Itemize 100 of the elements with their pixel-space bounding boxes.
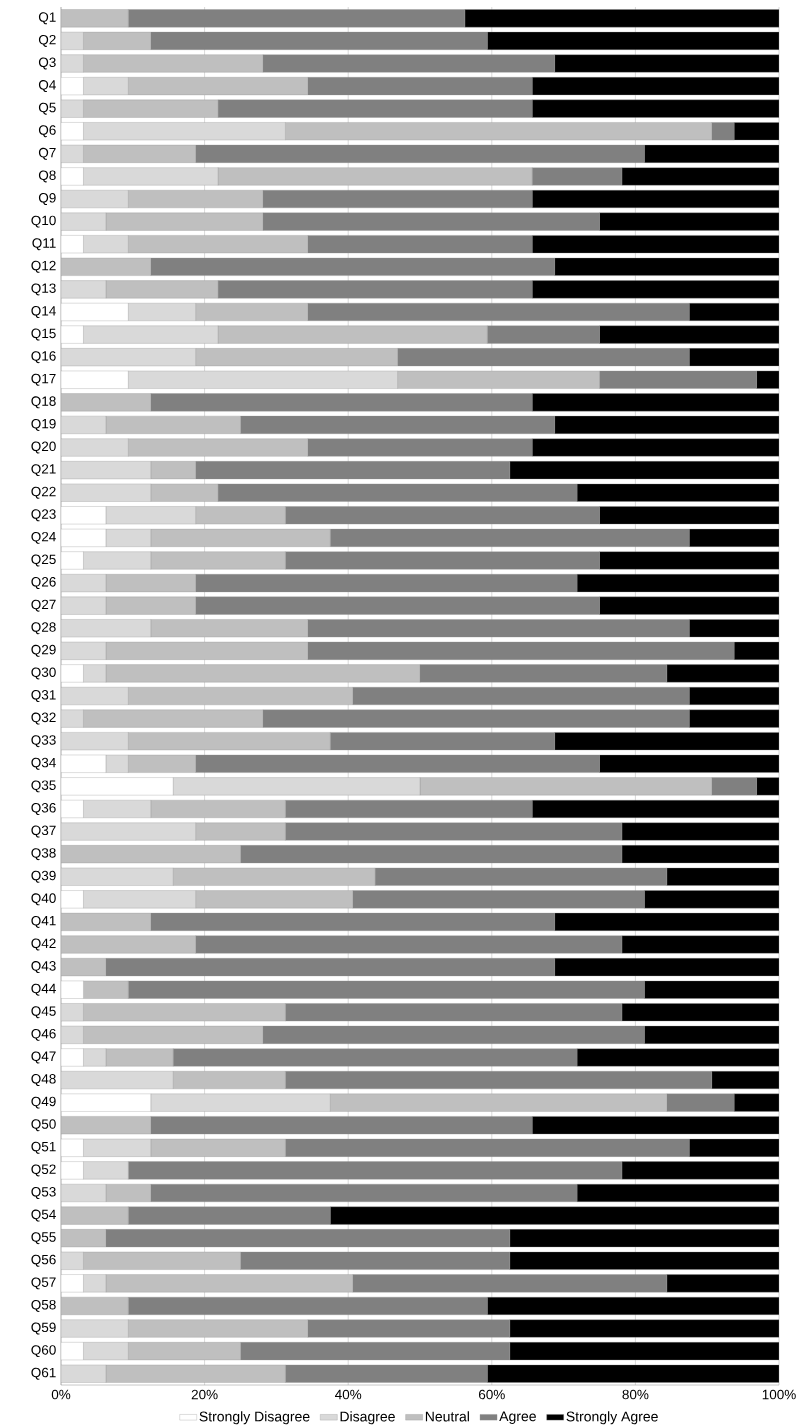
bar (128, 235, 308, 254)
y-tick-label: Q35 (31, 780, 56, 793)
bar (83, 664, 107, 683)
bar (150, 528, 331, 547)
y-tick-label: Q59 (31, 1322, 56, 1335)
y-tick-label: Q40 (31, 893, 56, 906)
bar (105, 1274, 353, 1293)
bar (105, 280, 219, 299)
bar (150, 800, 286, 818)
y-tick-label: Q37 (31, 825, 56, 838)
bar (61, 1206, 129, 1225)
bar (83, 325, 219, 344)
y-tick-label: Q12 (31, 260, 56, 273)
y-tick-label: Q22 (31, 486, 56, 499)
bar (128, 1319, 308, 1338)
bar (61, 212, 107, 231)
bar (61, 867, 174, 886)
bar (83, 1274, 107, 1293)
y-tick-label: Q58 (31, 1299, 56, 1312)
bar (195, 348, 398, 367)
bar (173, 777, 421, 796)
bar (61, 709, 84, 728)
y-tick-label: Q45 (31, 1006, 56, 1019)
y-tick-label: Q5 (38, 102, 56, 115)
bar (128, 77, 308, 96)
bar (83, 1251, 241, 1270)
bar (173, 867, 376, 886)
bar (83, 1048, 107, 1067)
x-tick-label: 80% (622, 1389, 649, 1400)
y-tick-label: Q3 (38, 57, 56, 70)
bar (150, 551, 286, 570)
y-tick-label: Q38 (31, 848, 56, 861)
bar (105, 415, 241, 434)
y-tick-label: Q49 (31, 1096, 56, 1109)
y-tick-label: Q34 (31, 757, 56, 770)
y-tick-label: Q29 (31, 644, 56, 657)
legend-label: Strongly Disagree (199, 1411, 310, 1425)
y-tick-label: Q36 (31, 802, 56, 815)
bar (128, 438, 308, 457)
bar (61, 596, 107, 615)
y-tick-label: Q46 (31, 1028, 56, 1041)
bar (195, 822, 286, 841)
y-tick-label: Q11 (32, 238, 56, 251)
y-tick-label: Q21 (31, 464, 56, 477)
bar (61, 280, 107, 299)
bar (61, 393, 151, 412)
y-tick-label: Q14 (31, 306, 56, 318)
y-tick-label: Q55 (31, 1232, 56, 1245)
bar (83, 54, 264, 73)
bar (83, 709, 264, 728)
y-tick-label: Q13 (31, 283, 56, 296)
x-tick-label: 40% (335, 1389, 362, 1400)
y-tick-label: Q31 (31, 690, 56, 702)
bar (83, 122, 286, 141)
bar (61, 1319, 129, 1338)
y-tick-label: Q27 (31, 599, 56, 612)
x-tick-label: 0% (51, 1389, 71, 1400)
bar (83, 1025, 264, 1044)
bar (83, 99, 219, 118)
bar (173, 1071, 286, 1090)
bar (195, 303, 308, 321)
y-tick-label: Q30 (31, 667, 56, 680)
bar (61, 438, 129, 457)
y-tick-label: Q56 (31, 1254, 56, 1267)
bar (397, 370, 600, 389)
y-tick-label: Q50 (31, 1119, 56, 1132)
bar (105, 212, 264, 231)
bar (83, 551, 151, 570)
bar (61, 822, 196, 841)
bar (217, 167, 533, 186)
y-tick-label: Q16 (31, 351, 56, 364)
x-tick-label: 60% (478, 1389, 505, 1400)
y-tick-label: Q57 (31, 1277, 56, 1290)
y-tick-label: Q15 (31, 328, 56, 341)
bar (419, 777, 712, 796)
y-tick-label: Q44 (31, 983, 56, 996)
bar (105, 1048, 174, 1067)
x-tick-label: 100% (762, 1389, 796, 1400)
bar (61, 1071, 174, 1090)
bar (128, 190, 264, 208)
bar (105, 1364, 286, 1383)
y-tick-label: Q43 (31, 961, 56, 974)
y-tick-label: Q26 (31, 577, 56, 590)
y-tick-label: Q23 (31, 509, 56, 522)
y-tick-label: Q42 (31, 938, 56, 951)
bar (105, 664, 421, 683)
bar (128, 732, 331, 751)
bar (83, 1003, 286, 1022)
y-tick-label: Q20 (31, 441, 56, 454)
y-tick-label: Q6 (38, 125, 56, 138)
y-tick-label: Q41 (31, 915, 56, 928)
y-tick-label: Q39 (31, 870, 56, 883)
bar (105, 641, 308, 660)
bar (128, 687, 353, 705)
legend-label: Neutral (425, 1411, 469, 1422)
bar (330, 1093, 667, 1112)
y-tick-label: Q51 (31, 1141, 56, 1154)
y-tick-label: Q47 (31, 1051, 56, 1064)
legend-label: Agree (499, 1411, 536, 1424)
bar (195, 506, 286, 525)
